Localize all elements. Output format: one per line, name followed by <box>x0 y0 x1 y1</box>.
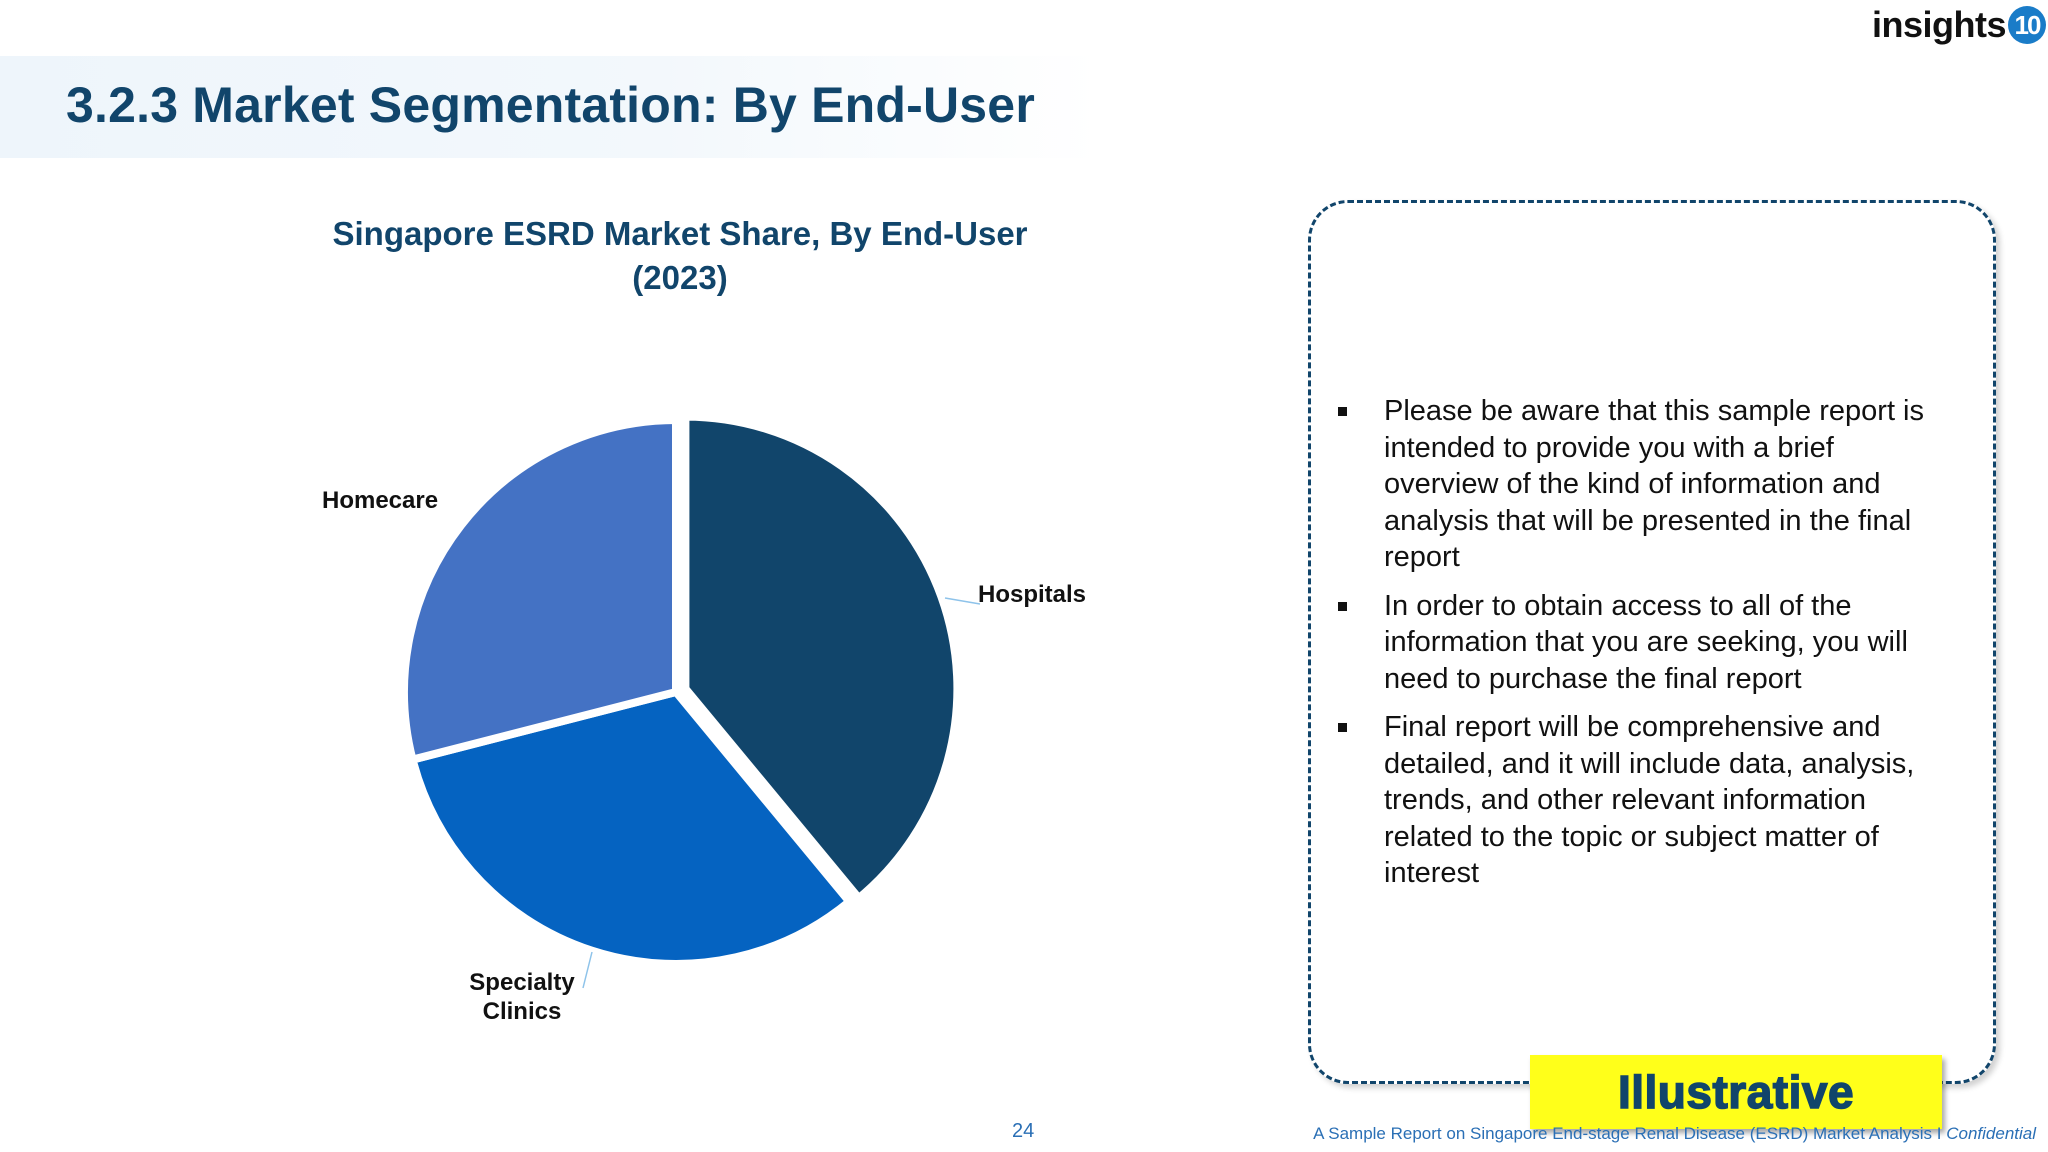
notes-bullet: Final report will be comprehensive and d… <box>1336 709 1956 892</box>
chart-title: Singapore ESRD Market Share, By End-User… <box>300 212 1060 300</box>
pie-slice-specialty-clinics <box>407 687 856 968</box>
confidential-label: Confidential <box>1946 1124 2036 1143</box>
notes-bullet-list: Please be aware that this sample report … <box>1336 393 1956 904</box>
pie-label-hospitals: Hospitals <box>978 581 1087 608</box>
notes-bullet: Please be aware that this sample report … <box>1336 393 1956 576</box>
pie-label-specialty-clinics: Specialty Clinics <box>462 968 582 1026</box>
square-bullet-icon <box>1338 601 1347 611</box>
page-number: 24 <box>1012 1120 1035 1142</box>
illustrative-stamp: Illustrative <box>1530 1055 1942 1129</box>
notes-box <box>1308 200 1996 1084</box>
pie-label-specialty-line1: Specialty <box>469 969 575 996</box>
pie-slice-homecare <box>400 415 680 765</box>
square-bullet-icon <box>1338 407 1347 416</box>
leader-line-specialty <box>582 951 593 989</box>
square-bullet-icon <box>1338 723 1347 732</box>
leader-line-hospitals <box>944 597 981 605</box>
pie-slice-hospitals <box>681 412 962 904</box>
pie-label-homecare: Homecare <box>322 487 439 514</box>
chart-title-line1: Singapore ESRD Market Share, By End-User <box>332 215 1028 252</box>
insights10-logo: insights 10 <box>1872 2 2047 48</box>
title-band <box>0 56 1100 158</box>
page-title: 3.2.3 Market Segmentation: By End-User <box>66 77 1035 133</box>
logo-text: insights <box>1872 4 2007 45</box>
chart-title-line2: (2023) <box>632 259 728 296</box>
notes-bullet: In order to obtain access to all of the … <box>1336 588 1956 698</box>
pie-label-specialty-line2: Clinics <box>482 998 562 1025</box>
logo-badge-icon: 10 <box>2008 6 2047 44</box>
pie-slices <box>400 412 962 968</box>
footer-text: A Sample Report on Singapore End-stage R… <box>1313 1124 2036 1143</box>
